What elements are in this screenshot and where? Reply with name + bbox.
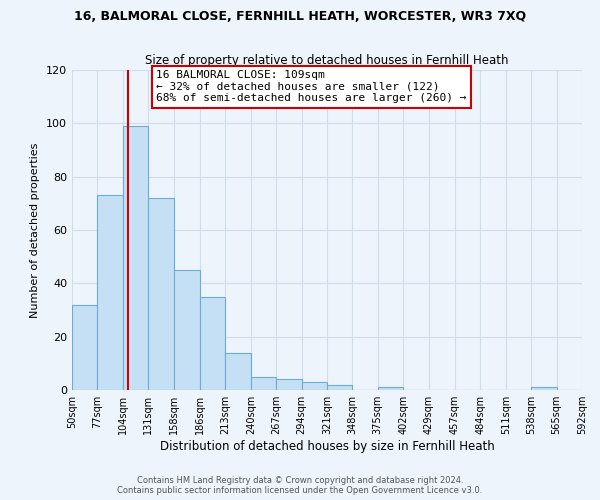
Bar: [302, 382, 327, 390]
Bar: [531, 388, 557, 390]
X-axis label: Distribution of detached houses by size in Fernhill Heath: Distribution of detached houses by size …: [160, 440, 494, 453]
Bar: [226, 352, 251, 390]
Bar: [276, 380, 302, 390]
Bar: [148, 198, 173, 390]
Bar: [200, 296, 226, 390]
Text: 16 BALMORAL CLOSE: 109sqm
← 32% of detached houses are smaller (122)
68% of semi: 16 BALMORAL CLOSE: 109sqm ← 32% of detac…: [156, 70, 467, 103]
Bar: [251, 376, 276, 390]
Bar: [327, 384, 352, 390]
Bar: [97, 196, 123, 390]
Bar: [72, 304, 97, 390]
Text: 16, BALMORAL CLOSE, FERNHILL HEATH, WORCESTER, WR3 7XQ: 16, BALMORAL CLOSE, FERNHILL HEATH, WORC…: [74, 10, 526, 23]
Y-axis label: Number of detached properties: Number of detached properties: [31, 142, 40, 318]
Bar: [123, 126, 148, 390]
Text: Contains HM Land Registry data © Crown copyright and database right 2024.
Contai: Contains HM Land Registry data © Crown c…: [118, 476, 482, 495]
Bar: [378, 388, 403, 390]
Title: Size of property relative to detached houses in Fernhill Heath: Size of property relative to detached ho…: [145, 54, 509, 68]
Bar: [173, 270, 200, 390]
